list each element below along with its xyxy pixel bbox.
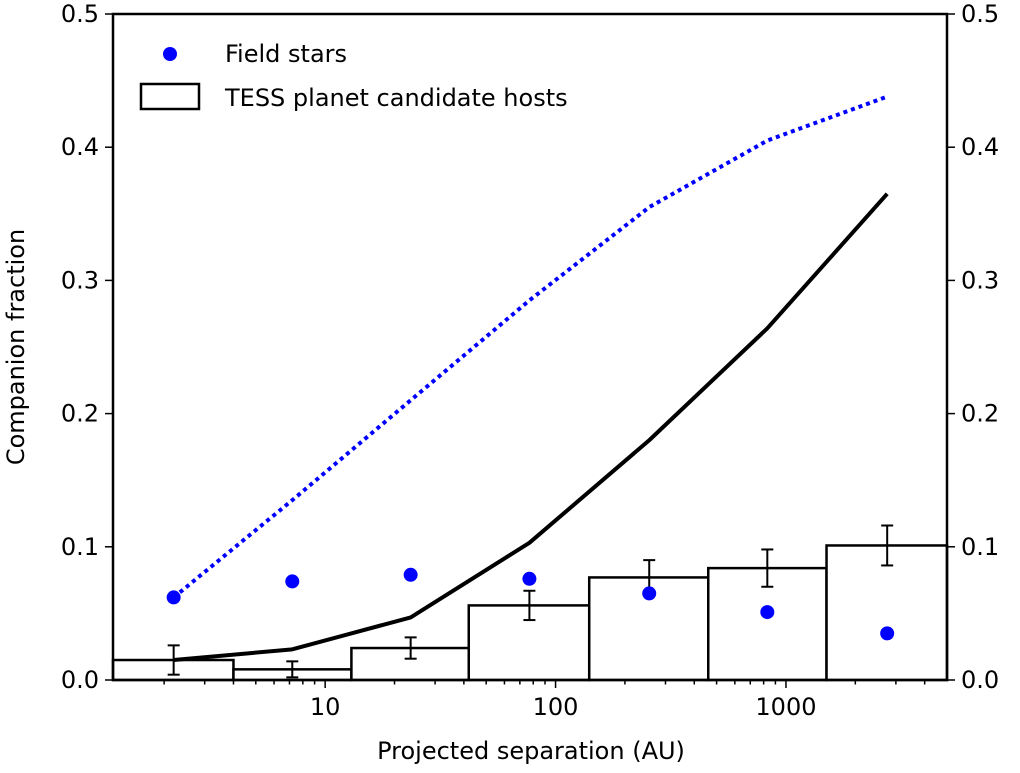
- y-left-tick-label: 0.0: [61, 666, 99, 694]
- dotted-line: [172, 94, 888, 599]
- field-star-point: [166, 590, 181, 605]
- axes: 10 100 1000 0.0 0.0 0.1 0.1 0.2 0.2 0.3 0.3 0.4 0.4 0…: [61, 0, 999, 721]
- legend-field-label: Field stars: [225, 40, 347, 68]
- legend-tess-label: TESS planet candidate hosts: [224, 84, 568, 112]
- y-axis-label: Companion fraction: [2, 229, 30, 465]
- y-left-tick-label: 0.2: [61, 400, 99, 428]
- y-left-tick-label: 0.4: [61, 133, 99, 161]
- y-right-tick-label: 0.0: [961, 666, 999, 694]
- field-star-point: [285, 574, 300, 589]
- y-right-tick-label: 0.5: [961, 0, 999, 28]
- x-tick-label: 1000: [755, 693, 816, 721]
- solid-line-series: [173, 192, 889, 663]
- field-star-point: [642, 586, 657, 601]
- legend: Field stars TESS planet candidate hosts: [139, 40, 568, 112]
- field-star-points: [166, 567, 895, 641]
- field-star-point: [880, 626, 895, 641]
- y-left-tick-label: 0.5: [61, 0, 99, 28]
- x-axis-label: Projected separation (AU): [377, 737, 685, 765]
- x-tick-label: 100: [533, 693, 579, 721]
- y-left-tick-label: 0.3: [61, 266, 99, 294]
- solid-line: [173, 192, 889, 663]
- field-star-point: [522, 571, 537, 586]
- x-tick-label: 10: [310, 693, 341, 721]
- legend-field-marker: [163, 47, 177, 61]
- y-right-tick-label: 0.3: [961, 266, 999, 294]
- y-right-tick-label: 0.1: [961, 533, 999, 561]
- y-left-tick-label: 0.1: [61, 533, 99, 561]
- y-right-tick-label: 0.2: [961, 400, 999, 428]
- field-star-point: [760, 605, 775, 620]
- legend-tess-marker: [139, 82, 201, 111]
- plot-frame: [111, 12, 949, 682]
- y-right-tick-label: 0.4: [961, 133, 999, 161]
- dotted-line-series: [172, 94, 888, 599]
- field-star-point: [403, 567, 418, 582]
